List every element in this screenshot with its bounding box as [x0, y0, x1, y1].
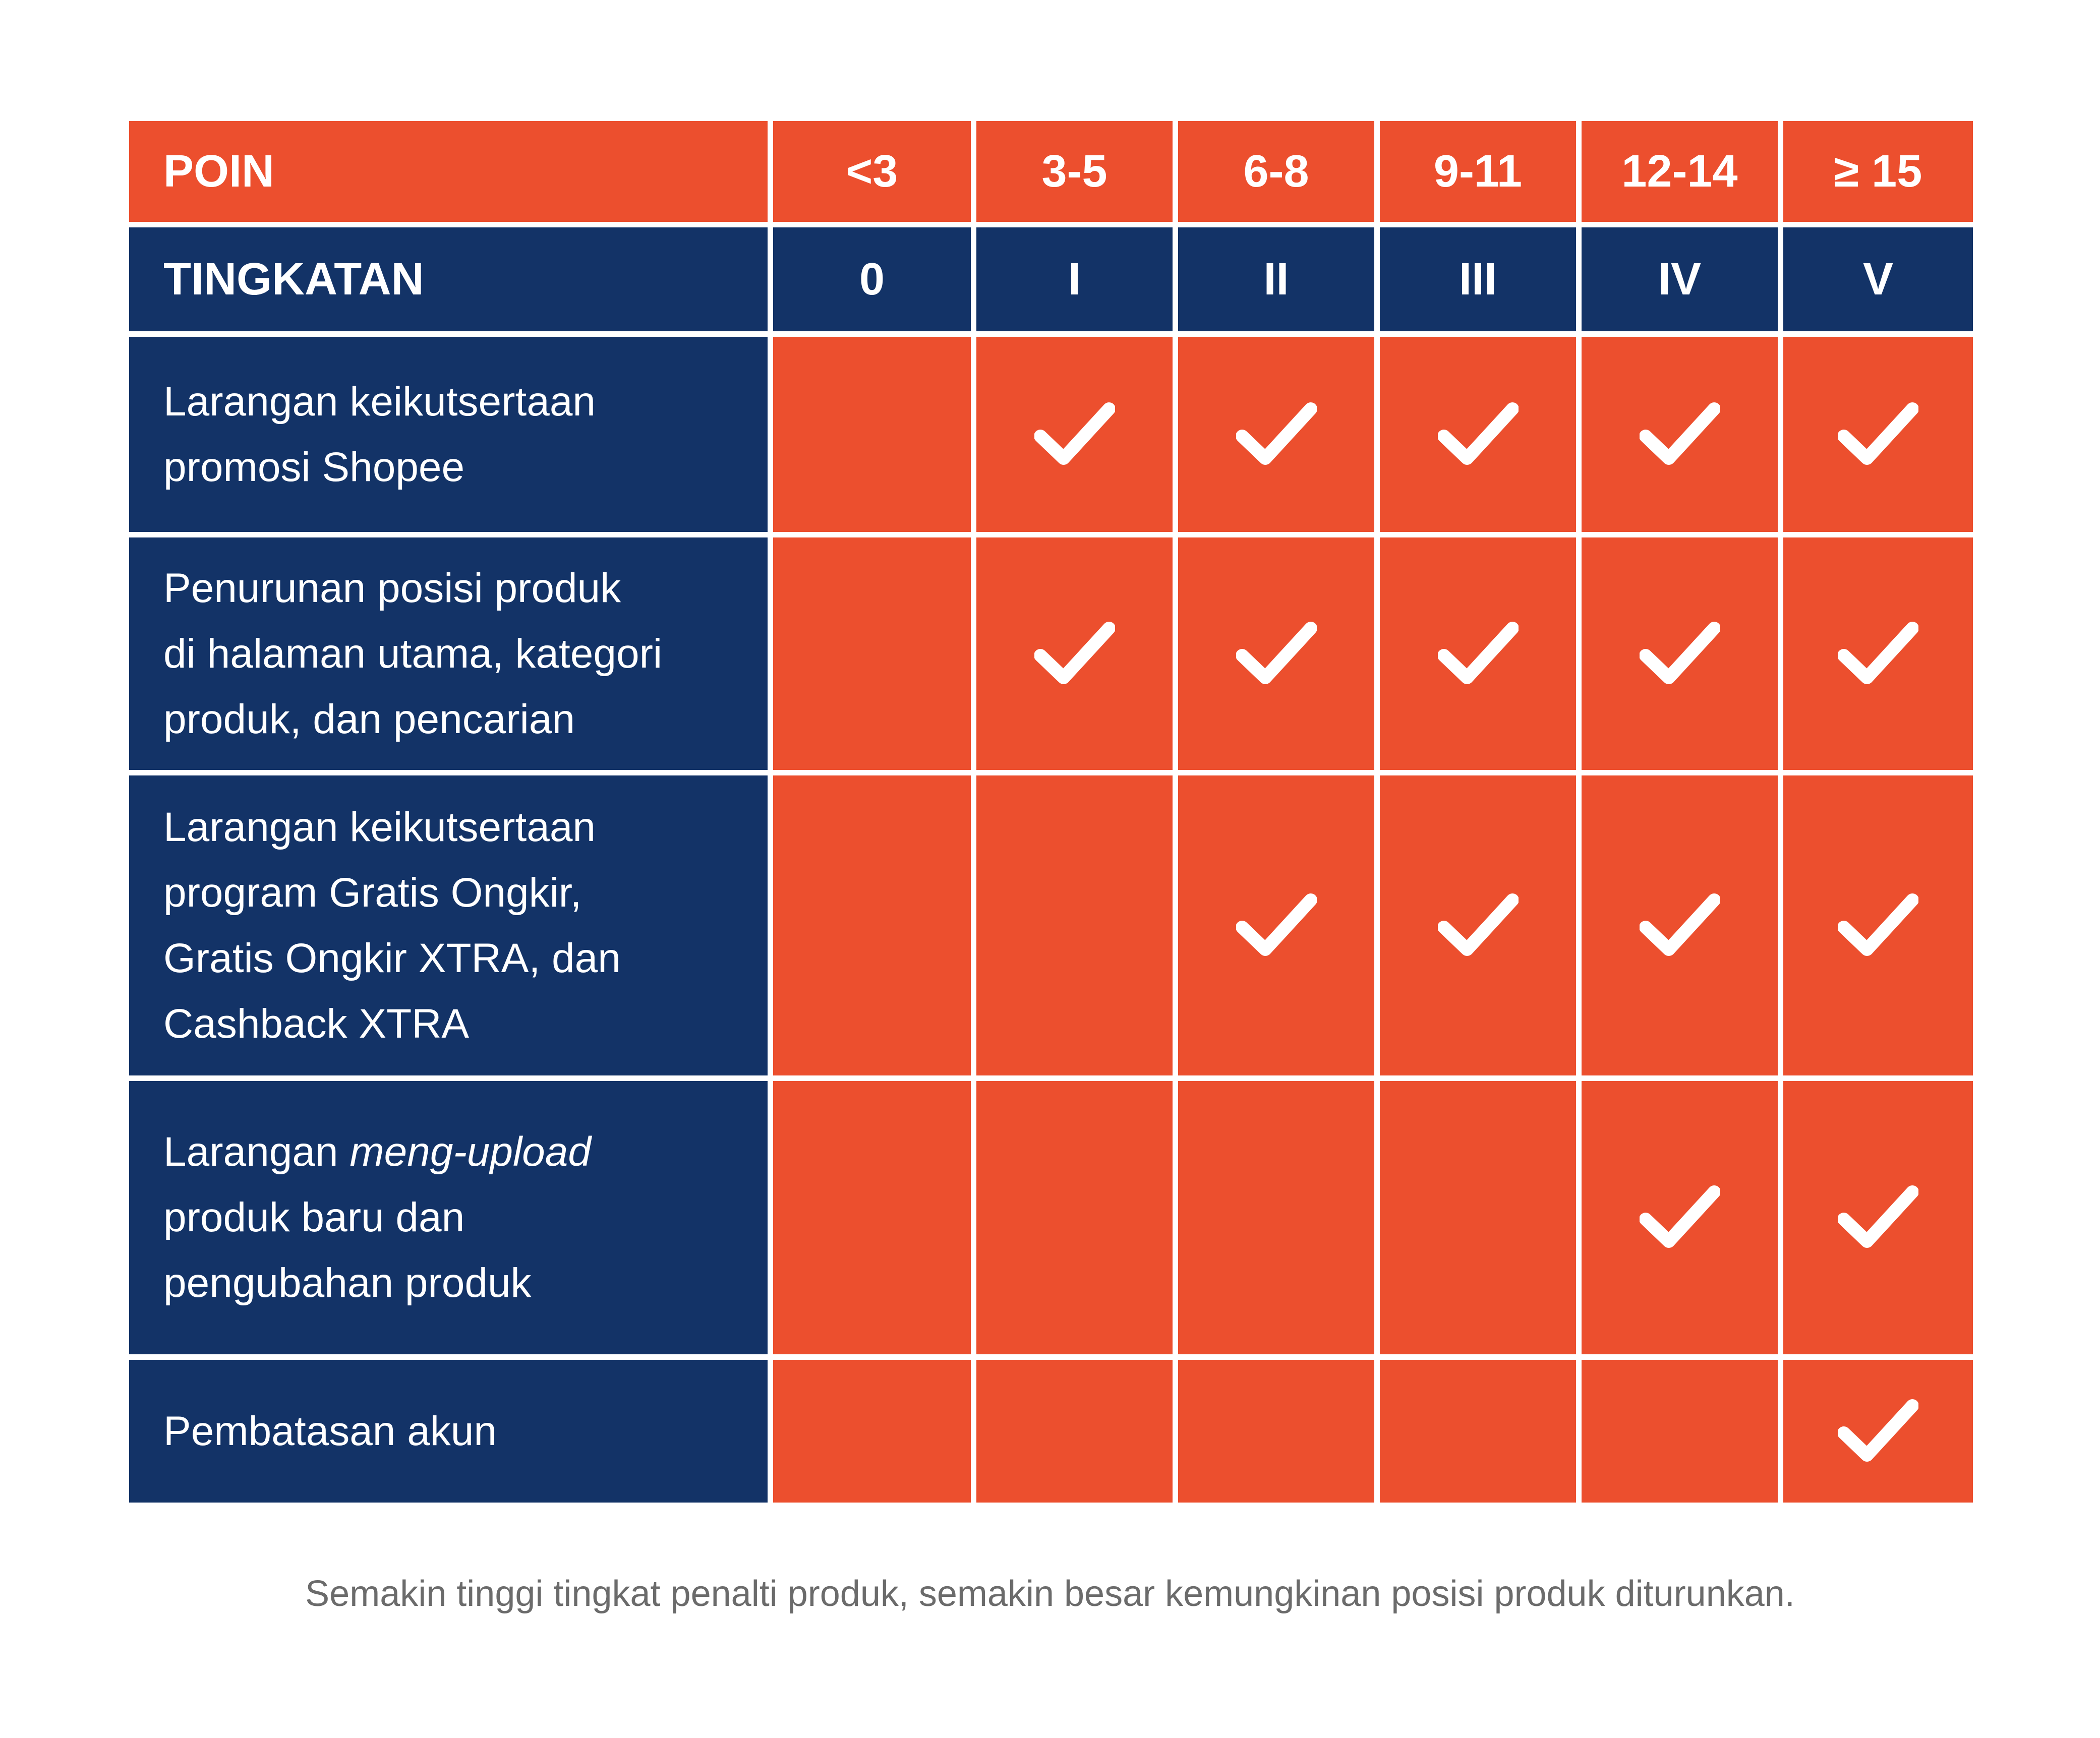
- penalty-cell: [1178, 775, 1374, 1075]
- penalty-label: Larangan meng-upload produk baru dan pen…: [129, 1081, 768, 1354]
- penalty-cell: [773, 775, 971, 1075]
- penalty-cell: [1380, 775, 1576, 1075]
- penalty-cell: [773, 1360, 971, 1503]
- penalty-cell: [1783, 775, 1973, 1075]
- level: II: [1178, 227, 1374, 331]
- poin-range: 9-11: [1380, 121, 1576, 222]
- penalty-cell: [773, 537, 971, 770]
- penalty-label: Pembatasan akun: [129, 1360, 768, 1503]
- penalty-cell: [976, 537, 1173, 770]
- penalty-cell: [1380, 1081, 1576, 1354]
- checkmark-icon: [1838, 893, 1918, 956]
- label-part: meng-upload: [349, 1129, 591, 1175]
- checkmark-icon: [1838, 1185, 1918, 1248]
- penalty-label-text: Larangan meng-upload produk baru dan pen…: [163, 1119, 591, 1316]
- poin-range: 6-8: [1178, 121, 1374, 222]
- checkmark-icon: [1639, 621, 1720, 684]
- penalty-cell: [1380, 537, 1576, 770]
- checkmark-icon: [1838, 1399, 1918, 1462]
- penalty-cell: [1380, 1360, 1576, 1503]
- penalty-cell: [976, 775, 1173, 1075]
- checkmark-icon: [1437, 621, 1519, 684]
- checkmark-icon: [1236, 621, 1317, 684]
- penalty-cell: [773, 1081, 971, 1354]
- penalty-cell: [773, 337, 971, 532]
- checkmark-icon: [1437, 402, 1519, 465]
- penalty-label: Larangan keikutsertaan program Gratis On…: [129, 775, 768, 1075]
- penalty-cell: [1582, 337, 1778, 532]
- label-part: produk baru dan pengubahan produk: [163, 1194, 532, 1306]
- poin-range: 3-5: [976, 121, 1173, 222]
- checkmark-icon: [1639, 402, 1720, 465]
- level: V: [1783, 227, 1973, 331]
- penalty-cell: [1783, 337, 1973, 532]
- checkmark-icon: [1437, 893, 1519, 956]
- penalty-label: Penurunan posisi produk di halaman utama…: [129, 537, 768, 770]
- level: IV: [1582, 227, 1778, 331]
- penalty-cell: [976, 1081, 1173, 1354]
- label-part: Larangan: [163, 1129, 350, 1175]
- checkmark-icon: [1639, 1185, 1720, 1248]
- penalty-cell: [976, 1360, 1173, 1503]
- poin-range: 12-14: [1582, 121, 1778, 222]
- checkmark-icon: [1838, 621, 1918, 684]
- poin-range: ≥ 15: [1783, 121, 1973, 222]
- poin-range: <3: [773, 121, 971, 222]
- penalty-cell: [1783, 537, 1973, 770]
- penalty-cell: [976, 337, 1173, 532]
- penalty-table: POIN <3 3-5 6-8 9-11 12-14 ≥ 15 TINGKATA…: [129, 121, 1973, 1503]
- penalty-cell: [1582, 1081, 1778, 1354]
- penalty-cell: [1178, 537, 1374, 770]
- poin-header: POIN: [129, 121, 768, 222]
- level: I: [976, 227, 1173, 331]
- level: 0: [773, 227, 971, 331]
- checkmark-icon: [1838, 402, 1918, 465]
- penalty-cell: [1178, 1081, 1374, 1354]
- penalty-label: Larangan keikutsertaan promosi Shopee: [129, 337, 768, 532]
- penalty-cell: [1582, 537, 1778, 770]
- penalty-cell: [1783, 1360, 1973, 1503]
- penalty-cell: [1178, 337, 1374, 532]
- caption: Semakin tinggi tingkat penalti produk, s…: [305, 1574, 1795, 1614]
- level: III: [1380, 227, 1576, 331]
- penalty-cell: [1380, 337, 1576, 532]
- penalty-cell: [1582, 1360, 1778, 1503]
- penalty-cell: [1582, 775, 1778, 1075]
- tingkatan-header: TINGKATAN: [129, 227, 768, 331]
- penalty-cell: [1783, 1081, 1973, 1354]
- checkmark-icon: [1236, 402, 1317, 465]
- checkmark-icon: [1639, 893, 1720, 956]
- penalty-cell: [1178, 1360, 1374, 1503]
- checkmark-icon: [1034, 402, 1115, 465]
- checkmark-icon: [1236, 893, 1317, 956]
- checkmark-icon: [1034, 621, 1115, 684]
